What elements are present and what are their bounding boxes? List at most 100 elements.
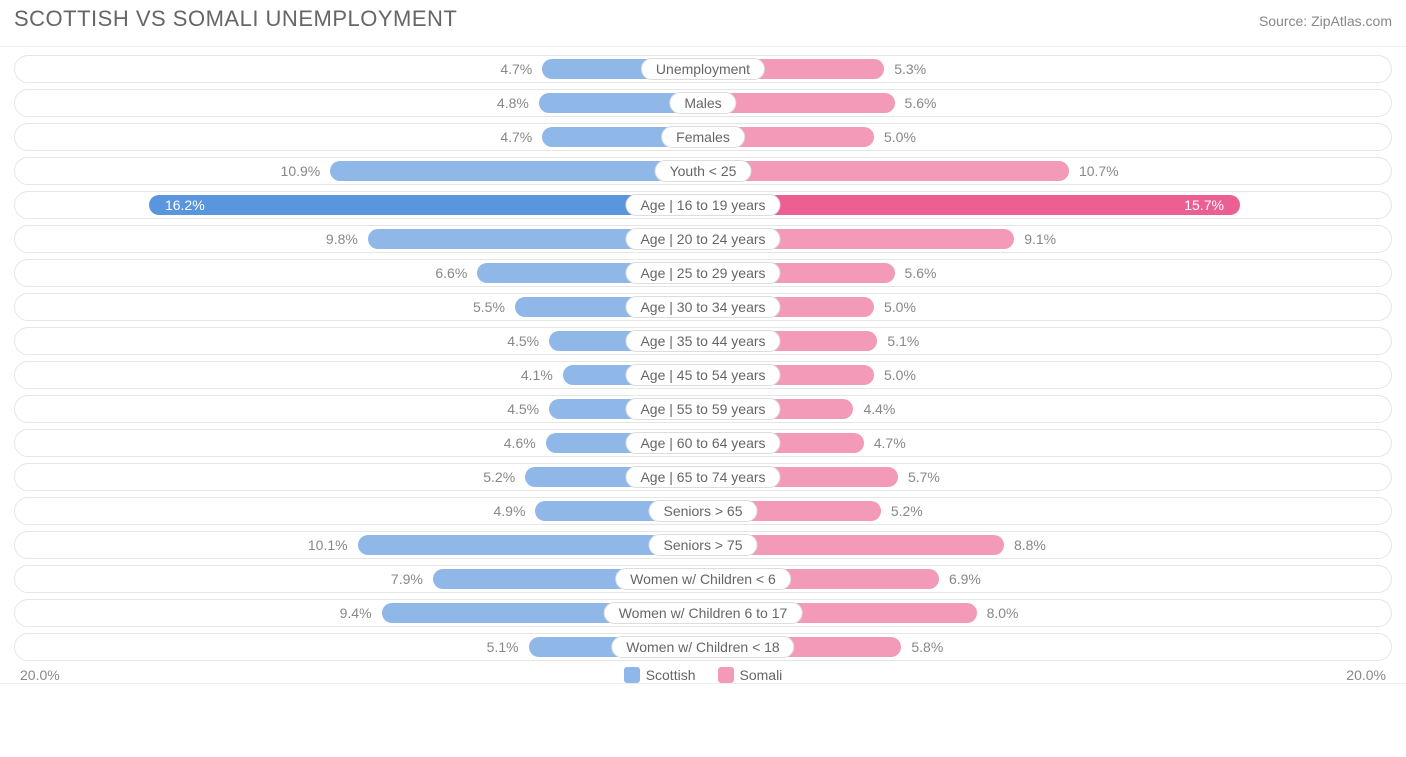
legend-label-right: Somali [740, 667, 783, 683]
value-right: 5.0% [874, 367, 926, 383]
value-left: 4.5% [497, 333, 549, 349]
chart-row: 16.2%15.7%Age | 16 to 19 years [14, 191, 1392, 219]
chart-row-inner: 6.6% 5.6% Age | 25 to 29 years [19, 263, 1387, 283]
value-left: 5.5% [463, 299, 515, 315]
row-right-half: 10.7% [703, 161, 1387, 181]
chart-row: 4.1%5.0%Age | 45 to 54 years [14, 361, 1392, 389]
value-right: 4.4% [853, 401, 905, 417]
value-right: 6.9% [939, 571, 991, 587]
row-left-half: 4.7% [19, 59, 703, 79]
value-left: 7.9% [381, 571, 433, 587]
row-right-half: 5.3% [703, 59, 1387, 79]
row-left-half: 9.8% [19, 229, 703, 249]
chart-row-inner: 9.4% 8.0% Women w/ Children 6 to 17 [19, 603, 1387, 623]
legend-swatch-right [718, 667, 734, 683]
category-badge: Age | 25 to 29 years [625, 262, 780, 284]
value-right: 5.8% [901, 639, 953, 655]
chart-row-inner: 4.9%5.2%Seniors > 65 [19, 501, 1387, 521]
value-right: 5.2% [881, 503, 933, 519]
value-left: 6.6% [425, 265, 477, 281]
value-right: 8.0% [977, 605, 1029, 621]
category-badge: Age | 20 to 24 years [625, 228, 780, 250]
legend-item-left: Scottish [624, 667, 696, 683]
value-left: 4.9% [484, 503, 536, 519]
chart-row-inner: 10.9% 10.7%Youth < 25 [19, 161, 1387, 181]
chart-row: 9.8% 9.1% Age | 20 to 24 years [14, 225, 1392, 253]
value-left: 4.7% [490, 129, 542, 145]
value-right: 15.7% [1174, 197, 1234, 213]
legend-label-left: Scottish [646, 667, 696, 683]
bar-right: 15.7% [703, 195, 1240, 215]
row-right-half: 5.6% [703, 93, 1387, 113]
value-right: 5.7% [898, 469, 950, 485]
value-right: 5.1% [877, 333, 929, 349]
row-right-half: 5.2% [703, 501, 1387, 521]
row-left-half: 4.9% [19, 501, 703, 521]
value-right: 8.8% [1004, 537, 1056, 553]
category-badge: Age | 60 to 64 years [625, 432, 780, 454]
value-left: 4.6% [494, 435, 546, 451]
row-right-half: 6.9% [703, 569, 1387, 589]
row-left-half: 5.5% [19, 297, 703, 317]
chart-row: 4.5%4.4%Age | 55 to 59 years [14, 395, 1392, 423]
row-right-half: 8.0% [703, 603, 1387, 623]
category-badge: Unemployment [641, 58, 765, 80]
chart-row: 4.7% 5.3% Unemployment [14, 55, 1392, 83]
value-left: 9.4% [330, 605, 382, 621]
row-left-half: 4.8% [19, 93, 703, 113]
category-badge: Women w/ Children 6 to 17 [604, 602, 803, 624]
value-left: 4.8% [487, 95, 539, 111]
chart-row-inner: 16.2%15.7%Age | 16 to 19 years [19, 195, 1387, 215]
row-right-half: 5.8% [703, 637, 1387, 657]
legend-item-right: Somali [718, 667, 783, 683]
row-left-half: 5.2% [19, 467, 703, 487]
chart-row-inner: 4.7% 5.0% Females [19, 127, 1387, 147]
row-left-half: 4.5% [19, 331, 703, 351]
chart-row-inner: 5.2%5.7%Age | 65 to 74 years [19, 467, 1387, 487]
category-badge: Youth < 25 [655, 160, 752, 182]
row-right-half: 15.7% [703, 195, 1387, 215]
chart-row: 4.7% 5.0% Females [14, 123, 1392, 151]
chart-row: 4.5%5.1%Age | 35 to 44 years [14, 327, 1392, 355]
row-left-half: 9.4% [19, 603, 703, 623]
row-right-half: 5.1% [703, 331, 1387, 351]
row-left-half: 10.9% [19, 161, 703, 181]
row-right-half: 5.7% [703, 467, 1387, 487]
value-left: 9.8% [316, 231, 368, 247]
value-right: 5.3% [884, 61, 936, 77]
category-badge: Age | 55 to 59 years [625, 398, 780, 420]
row-left-half: 16.2% [19, 195, 703, 215]
chart-row-inner: 5.1%5.8%Women w/ Children < 18 [19, 637, 1387, 657]
chart-row-inner: 4.7% 5.3% Unemployment [19, 59, 1387, 79]
value-left: 10.9% [271, 163, 331, 179]
chart-row-inner: 4.8%5.6%Males [19, 93, 1387, 113]
row-left-half: 7.9% [19, 569, 703, 589]
value-right: 5.6% [895, 265, 947, 281]
chart-row: 4.8%5.6%Males [14, 89, 1392, 117]
chart-row: 4.6% 4.7%Age | 60 to 64 years [14, 429, 1392, 457]
bar-left [330, 161, 703, 181]
chart-row-inner: 5.5%5.0%Age | 30 to 34 years [19, 297, 1387, 317]
value-left: 16.2% [155, 197, 215, 213]
chart-row-inner: 9.8% 9.1% Age | 20 to 24 years [19, 229, 1387, 249]
chart-row: 5.2%5.7%Age | 65 to 74 years [14, 463, 1392, 491]
category-badge: Women w/ Children < 18 [611, 636, 794, 658]
row-right-half: 5.0% [703, 365, 1387, 385]
row-right-half: 8.8% [703, 535, 1387, 555]
row-right-half: 9.1% [703, 229, 1387, 249]
bar-right [703, 161, 1069, 181]
value-right: 9.1% [1014, 231, 1066, 247]
category-badge: Age | 30 to 34 years [625, 296, 780, 318]
source-label: Source: ZipAtlas.com [1259, 13, 1392, 29]
row-right-half: 4.7% [703, 433, 1387, 453]
row-right-half: 5.6% [703, 263, 1387, 283]
row-left-half: 6.6% [19, 263, 703, 283]
value-right: 5.0% [874, 129, 926, 145]
category-badge: Females [661, 126, 745, 148]
row-left-half: 4.7% [19, 127, 703, 147]
chart-row: 6.6% 5.6% Age | 25 to 29 years [14, 259, 1392, 287]
value-left: 4.1% [511, 367, 563, 383]
row-right-half: 4.4% [703, 399, 1387, 419]
chart-row-inner: 4.5%4.4%Age | 55 to 59 years [19, 399, 1387, 419]
legend: Scottish Somali [624, 667, 783, 683]
